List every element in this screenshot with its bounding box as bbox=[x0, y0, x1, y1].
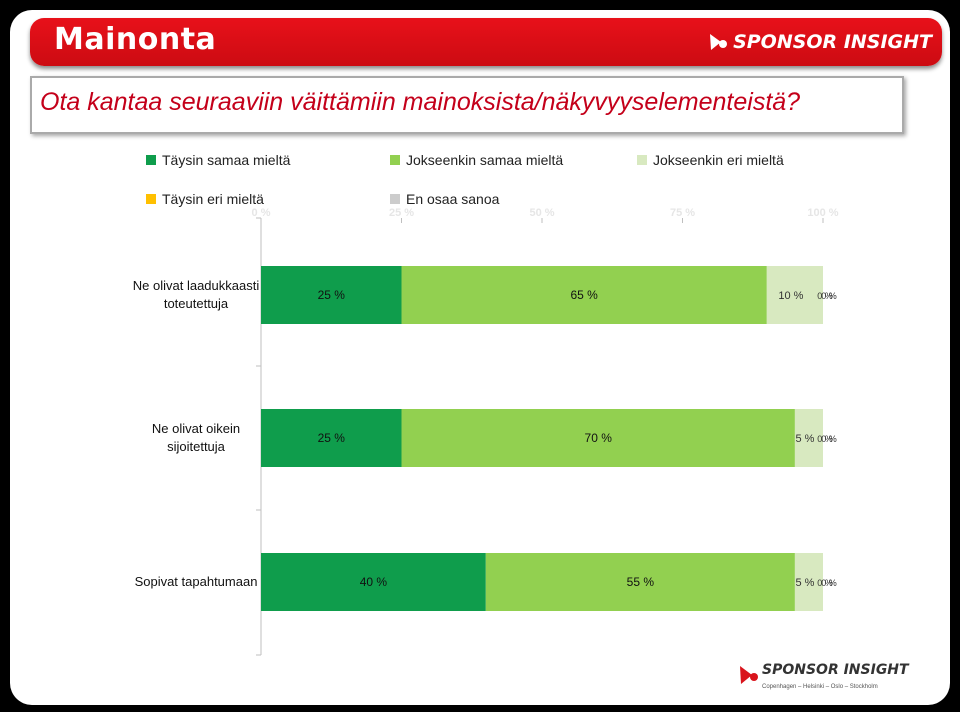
data-label: 55 % bbox=[627, 575, 655, 589]
legend-item: Täysin samaa mieltä bbox=[146, 152, 290, 168]
footer-brand-mark-icon bbox=[740, 666, 758, 684]
legend-item: Jokseenkin eri mieltä bbox=[637, 152, 784, 168]
bar-segment bbox=[794, 409, 823, 467]
bar-segment bbox=[794, 553, 823, 611]
legend-label: En osaa sanoa bbox=[406, 191, 500, 207]
bar-segment bbox=[261, 266, 402, 324]
data-label: 70 % bbox=[585, 431, 613, 445]
data-label: 0 % bbox=[821, 578, 837, 588]
x-tick-label: 50 % bbox=[529, 207, 554, 219]
x-tick-label: 75 % bbox=[670, 207, 695, 219]
category-label: Ne olivat oikein bbox=[152, 421, 240, 436]
bar-segment bbox=[261, 409, 402, 467]
question-text: Ota kantaa seuraaviin väittämiin mainoks… bbox=[40, 88, 801, 116]
category-label: Sopivat tapahtumaan bbox=[135, 574, 258, 589]
x-tick-label: 100 % bbox=[807, 207, 838, 219]
data-label: 10 % bbox=[778, 290, 803, 302]
data-label: 5 % bbox=[795, 577, 814, 589]
legend-item: En osaa sanoa bbox=[390, 191, 499, 207]
legend-label: Täysin eri mieltä bbox=[162, 191, 264, 207]
data-label: 40 % bbox=[360, 575, 388, 589]
data-label: 25 % bbox=[318, 288, 346, 302]
footer-logo: SPONSOR INSIGHT Copenhagen – Helsinki – … bbox=[738, 660, 909, 700]
bar-segment bbox=[401, 266, 767, 324]
legend-item: Täysin eri mieltä bbox=[146, 191, 264, 207]
x-tick-label: 25 % bbox=[389, 207, 414, 219]
legend-label: Jokseenkin samaa mieltä bbox=[406, 152, 564, 168]
data-label: 0 % bbox=[821, 291, 837, 301]
legend-item: Jokseenkin samaa mieltä bbox=[390, 152, 563, 168]
legend-swatch bbox=[390, 194, 400, 204]
data-label: 25 % bbox=[318, 431, 346, 445]
data-label: 0 % bbox=[817, 434, 833, 444]
bar-segment bbox=[485, 553, 795, 611]
category-label: sijoitettuja bbox=[167, 439, 226, 454]
legend-swatch bbox=[390, 155, 400, 165]
data-label: 0 % bbox=[821, 434, 837, 444]
legend-label: Täysin samaa mieltä bbox=[162, 152, 291, 168]
bar-segment bbox=[766, 266, 823, 324]
bar-segment bbox=[401, 409, 795, 467]
category-label: Ne olivat laadukkaasti bbox=[133, 278, 260, 293]
page-title: Mainonta bbox=[54, 22, 217, 57]
legend-swatch bbox=[146, 194, 156, 204]
category-label: toteutettuja bbox=[164, 296, 229, 311]
legend-swatch bbox=[637, 155, 647, 165]
bar-segment bbox=[261, 553, 486, 611]
data-label: 5 % bbox=[795, 433, 814, 445]
data-label: 0 % bbox=[817, 291, 833, 301]
stacked-bar-chart: 0 % 25 % 50 % 75 % 100 %25 % 65 % 10 % 0 %0 %Ne… bbox=[133, 207, 839, 656]
brand-logo: SPONSOR INSIGHT bbox=[707, 31, 932, 53]
legend-label: Jokseenkin eri mieltä bbox=[653, 152, 784, 168]
x-tick-label: 0 % bbox=[252, 207, 271, 219]
brand-mark-icon bbox=[710, 34, 728, 50]
footer-brand-name: SPONSOR INSIGHT bbox=[762, 662, 909, 678]
header-bar: Mainonta SPONSOR INSIGHT bbox=[30, 18, 942, 66]
question-box: Ota kantaa seuraaviin väittämiin mainoks… bbox=[30, 76, 904, 134]
slide: Mainonta SPONSOR INSIGHT Ota kantaa seur… bbox=[10, 10, 950, 705]
legend-swatch bbox=[146, 155, 156, 165]
data-label: 65 % bbox=[570, 288, 598, 302]
footer-cities: Copenhagen – Helsinki – Oslo – Stockholm bbox=[762, 684, 878, 690]
data-label: 0 % bbox=[817, 578, 833, 588]
brand-name: SPONSOR INSIGHT bbox=[733, 31, 932, 53]
